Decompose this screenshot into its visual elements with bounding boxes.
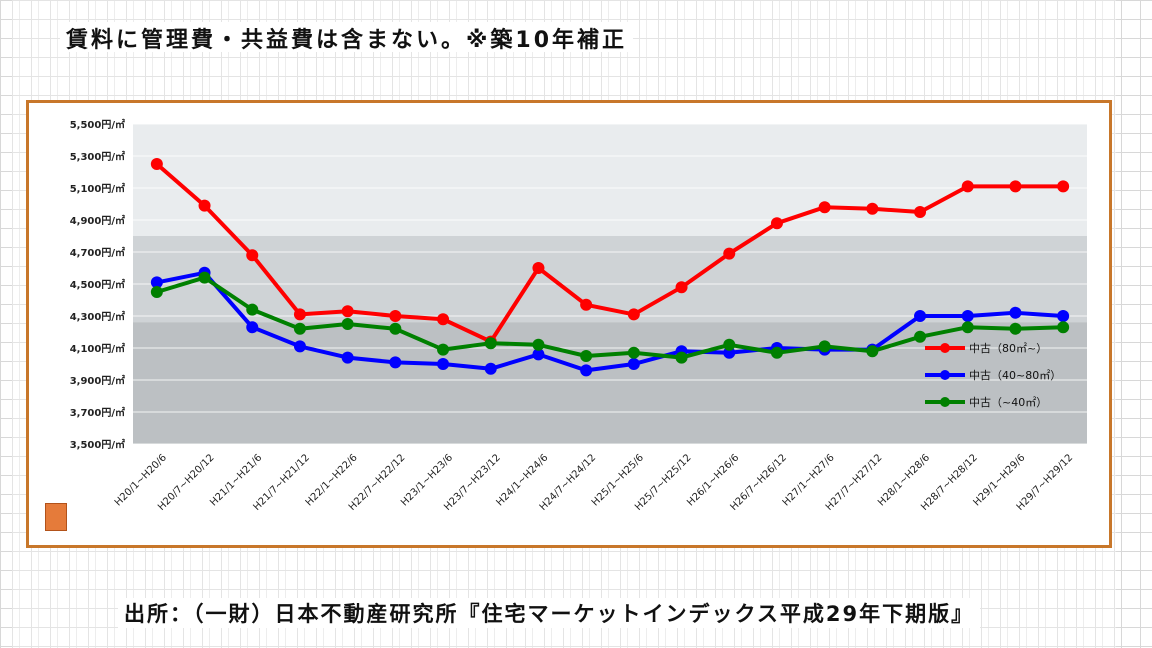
chart-frame: 5,500円/㎡ 5,300円/㎡ 5,100円/㎡ 4,900円/㎡ 4,700円/㎡… [26,100,1112,548]
data-point-0 [293,308,306,321]
plot-road-band [133,322,1087,444]
data-point-1 [293,340,306,353]
legend-marker-0 [940,343,950,353]
legend-label-1: 中古（40~80㎡） [969,369,1061,382]
data-point-2 [246,303,259,316]
data-point-2 [675,351,688,364]
y-tick-label: 5,300円/㎡ [70,150,125,163]
data-point-1 [150,276,163,289]
data-point-0 [770,217,783,230]
data-point-2 [198,271,211,284]
data-point-0 [389,310,402,322]
data-point-2 [484,337,497,350]
data-point-0 [866,202,879,215]
legend-label-2: 中古（~40㎡） [969,396,1047,409]
data-point-1 [914,310,927,322]
rent-line-chart: 5,500円/㎡ 5,300円/㎡ 5,100円/㎡ 4,900円/㎡ 4,700円/㎡… [70,118,1087,513]
y-tick-label: 5,100円/㎡ [70,182,125,195]
y-tick-label: 3,700円/㎡ [70,406,125,419]
data-point-0 [341,305,354,318]
source-note: 出所：（一財）日本不動産研究所『住宅マーケットインデックス平成29年下期版』 [118,598,981,628]
data-point-2 [293,322,306,335]
data-point-0 [818,201,831,214]
y-tick-label: 4,300円/㎡ [70,310,125,323]
data-point-2 [341,318,354,330]
y-tick-label: 4,500円/㎡ [70,278,125,291]
y-tick-label: 3,900円/㎡ [70,374,125,387]
y-tick-label: 4,100円/㎡ [70,342,125,355]
data-point-1 [246,321,259,334]
data-point-1 [961,310,974,322]
y-tick-label: 4,700円/㎡ [70,246,125,259]
data-point-2 [1009,322,1022,335]
data-point-0 [198,199,211,212]
data-point-0 [627,308,640,321]
data-point-2 [627,346,640,359]
data-point-2 [150,286,163,298]
data-point-2 [961,321,974,334]
data-point-0 [723,247,736,260]
series-line-1 [156,270,1064,373]
data-point-2 [580,350,593,362]
data-point-0 [961,180,974,193]
y-tick-label: 5,500円/㎡ [70,118,125,131]
series-line-2 [156,275,1064,360]
y-tick-label: 3,500円/㎡ [70,438,125,451]
data-point-2 [914,330,927,343]
data-point-2 [866,345,879,358]
data-point-2 [389,322,402,335]
data-point-0 [150,158,163,170]
data-point-1 [627,358,640,370]
plot-sky-band [133,124,1087,236]
legend-marker-1 [940,370,950,380]
data-point-2 [770,346,783,359]
data-point-1 [389,356,402,369]
data-point-1 [1009,306,1022,319]
legend-label-0: 中古（80㎡~） [969,342,1047,355]
data-point-0 [246,249,259,262]
data-point-1 [1057,310,1070,322]
publisher-logo [45,503,67,531]
data-point-0 [1057,180,1070,193]
y-tick-label: 4,900円/㎡ [70,214,125,227]
data-point-0 [914,206,927,218]
data-point-2 [437,343,450,356]
data-point-0 [675,281,688,294]
data-point-1 [341,351,354,364]
data-point-1 [437,358,450,370]
data-point-2 [532,338,545,351]
page-title: 賃料に管理費・共益費は含まない。※築10年補正 [60,22,634,53]
data-point-0 [437,313,450,326]
data-point-0 [580,298,593,311]
data-point-2 [818,340,831,353]
data-point-1 [580,364,593,377]
legend-marker-2 [940,397,950,407]
data-point-2 [1057,321,1070,334]
data-point-2 [723,338,736,351]
data-point-0 [532,262,545,274]
data-point-0 [1009,180,1022,193]
data-point-1 [484,362,497,375]
data-point-1 [532,348,545,361]
series-line-0 [155,162,1064,344]
